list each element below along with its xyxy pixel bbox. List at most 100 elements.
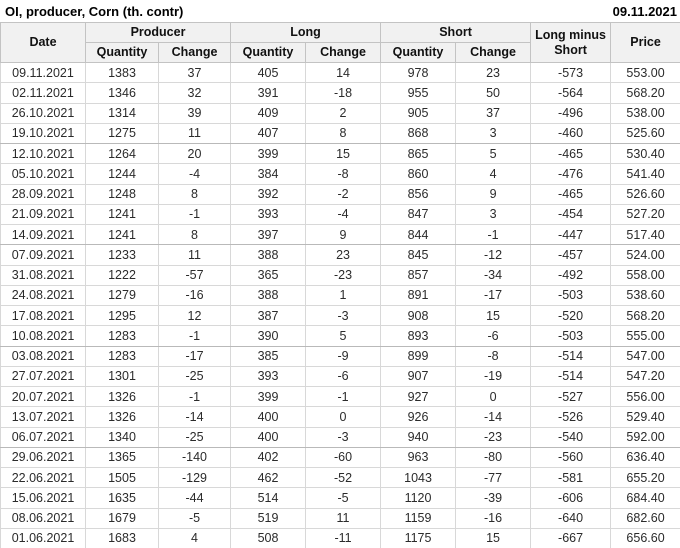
- long-change-cell: -5: [305, 487, 382, 509]
- short-change-cell: 15: [455, 528, 532, 548]
- producer-change-cell: 37: [157, 62, 232, 84]
- long-change-cell: 2: [305, 103, 382, 124]
- producer-quantity-cell: 1233: [85, 244, 159, 266]
- date-cell: 22.06.2021: [0, 467, 86, 489]
- long-change-cell: -18: [305, 82, 382, 104]
- long-minus-short-cell: -527: [530, 386, 612, 408]
- long-quantity-cell: 387: [230, 305, 307, 327]
- producer-quantity-cell: 1283: [85, 325, 159, 347]
- table-row: 29.06.2021 1365 -140 402 -60 963 -80 -56…: [0, 447, 680, 469]
- long-minus-short-cell: -492: [530, 265, 612, 286]
- date-cell: 28.09.2021: [0, 184, 86, 205]
- producer-quantity-cell: 1365: [85, 447, 159, 469]
- long-minus-short-cell: -503: [530, 285, 612, 307]
- long-quantity-cell: 388: [230, 285, 307, 307]
- date-cell: 31.08.2021: [0, 265, 86, 286]
- price-cell: 592.00: [610, 427, 680, 448]
- producer-quantity-cell: 1326: [85, 386, 159, 408]
- short-quantity-cell: 860: [380, 163, 457, 185]
- table-body: 09.11.2021 1383 37 405 14 978 23 -573 55…: [0, 62, 680, 548]
- producer-quantity-cell: 1241: [85, 224, 159, 246]
- table-row: 15.06.2021 1635 -44 514 -5 1120 -39 -606…: [0, 487, 680, 509]
- long-minus-short-cell: -447: [530, 224, 612, 246]
- producer-quantity-cell: 1248: [85, 184, 159, 205]
- date-cell: 12.10.2021: [0, 143, 86, 165]
- producer-quantity-cell: 1679: [85, 508, 159, 529]
- short-quantity-cell: 893: [380, 325, 457, 347]
- short-quantity-cell: 865: [380, 143, 457, 165]
- long-quantity-cell: 397: [230, 224, 307, 246]
- subheader-short-change: Change: [455, 42, 532, 63]
- price-cell: 541.40: [610, 163, 680, 185]
- short-change-cell: 0: [455, 386, 532, 408]
- producer-change-cell: -140: [157, 447, 232, 469]
- short-quantity-cell: 908: [380, 305, 457, 327]
- table-row: 02.11.2021 1346 32 391 -18 955 50 -564 5…: [0, 82, 680, 104]
- price-cell: 684.40: [610, 487, 680, 509]
- page-title: OI, producer, Corn (th. contr): [5, 3, 184, 19]
- long-minus-short-cell: -465: [530, 184, 612, 205]
- producer-quantity-cell: 1264: [85, 143, 159, 165]
- long-quantity-cell: 399: [230, 386, 307, 408]
- short-quantity-cell: 847: [380, 204, 457, 226]
- producer-change-cell: -1: [157, 325, 232, 347]
- table-row: 22.06.2021 1505 -129 462 -52 1043 -77 -5…: [0, 467, 680, 489]
- price-cell: 538.00: [610, 103, 680, 124]
- producer-quantity-cell: 1314: [85, 103, 159, 124]
- long-quantity-cell: 514: [230, 487, 307, 509]
- table-row: 28.09.2021 1248 8 392 -2 856 9 -465 526.…: [0, 184, 680, 205]
- long-quantity-cell: 519: [230, 508, 307, 529]
- producer-quantity-cell: 1301: [85, 366, 159, 388]
- long-change-cell: 9: [305, 224, 382, 246]
- short-change-cell: 23: [455, 62, 532, 84]
- long-quantity-cell: 393: [230, 366, 307, 388]
- date-cell: 08.06.2021: [0, 508, 86, 529]
- long-minus-short-cell: -560: [530, 447, 612, 469]
- short-change-cell: -39: [455, 487, 532, 509]
- short-change-cell: -77: [455, 467, 532, 489]
- long-change-cell: -11: [305, 528, 382, 548]
- long-quantity-cell: 384: [230, 163, 307, 185]
- long-minus-short-cell: -573: [530, 62, 612, 84]
- producer-change-cell: -129: [157, 467, 232, 489]
- price-cell: 656.60: [610, 528, 680, 548]
- date-cell: 21.09.2021: [0, 204, 86, 226]
- long-change-cell: -3: [305, 305, 382, 327]
- subheader-long-change: Change: [305, 42, 382, 63]
- producer-change-cell: 11: [157, 123, 232, 145]
- table-row: 12.10.2021 1264 20 399 15 865 5 -465 530…: [0, 143, 680, 165]
- price-cell: 655.20: [610, 467, 680, 489]
- short-change-cell: -8: [455, 346, 532, 367]
- table-row: 07.09.2021 1233 11 388 23 845 -12 -457 5…: [0, 244, 680, 266]
- long-minus-short-cell: -457: [530, 244, 612, 266]
- long-minus-short-cell: -606: [530, 487, 612, 509]
- short-quantity-cell: 1043: [380, 467, 457, 489]
- table-header: Date Producer Long Short Long minus Shor…: [0, 22, 680, 63]
- date-cell: 20.07.2021: [0, 386, 86, 408]
- producer-change-cell: 32: [157, 82, 232, 104]
- producer-change-cell: 11: [157, 244, 232, 266]
- producer-change-cell: -25: [157, 427, 232, 448]
- short-quantity-cell: 899: [380, 346, 457, 367]
- subheader-short-quantity: Quantity: [380, 42, 457, 63]
- subheader-long-quantity: Quantity: [230, 42, 307, 63]
- short-change-cell: -34: [455, 265, 532, 286]
- short-change-cell: 9: [455, 184, 532, 205]
- price-cell: 527.20: [610, 204, 680, 226]
- col-group-long: Long: [230, 22, 382, 43]
- long-quantity-cell: 400: [230, 406, 307, 428]
- short-change-cell: -19: [455, 366, 532, 388]
- producer-change-cell: 4: [157, 528, 232, 548]
- long-minus-short-cell: -540: [530, 427, 612, 448]
- long-minus-short-cell: -564: [530, 82, 612, 104]
- long-change-cell: 23: [305, 244, 382, 266]
- table-row: 19.10.2021 1275 11 407 8 868 3 -460 525.…: [0, 123, 680, 145]
- date-cell: 29.06.2021: [0, 447, 86, 469]
- date-cell: 14.09.2021: [0, 224, 86, 246]
- producer-change-cell: -17: [157, 346, 232, 367]
- oi-table: Date Producer Long Short Long minus Shor…: [0, 22, 680, 548]
- date-cell: 13.07.2021: [0, 406, 86, 428]
- long-change-cell: 1: [305, 285, 382, 307]
- long-change-cell: -9: [305, 346, 382, 367]
- long-change-cell: -4: [305, 204, 382, 226]
